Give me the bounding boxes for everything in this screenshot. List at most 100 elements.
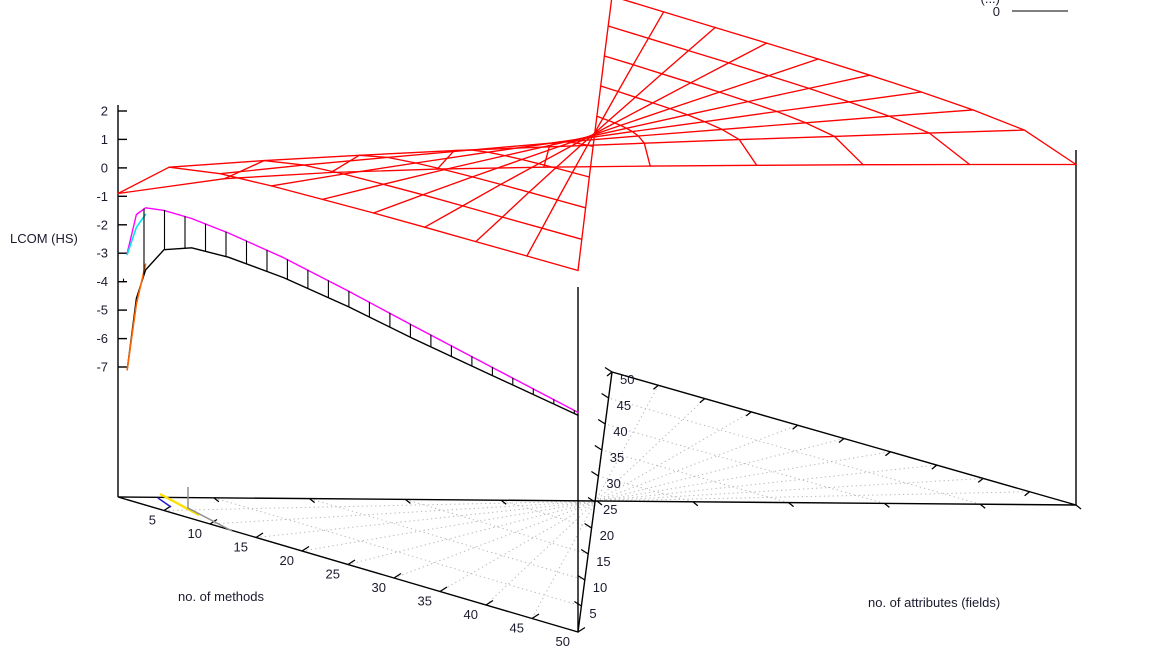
y-axis-back-tick-mark [1075, 504, 1082, 510]
x-axis-tick-label: 15 [234, 540, 248, 555]
y-axis-tick-mark [601, 392, 609, 399]
surface-mesh-line-v [168, 129, 1026, 168]
z-axis-tick-label: -2 [96, 217, 108, 232]
y-axis-back-tick-mark [692, 501, 699, 507]
z-axis-tick-marks [118, 110, 127, 368]
z-axis-title: LCOM (HS) [10, 231, 78, 246]
contour-gray-segment [187, 487, 233, 532]
y-axis-tick-label: 50 [620, 372, 634, 387]
y-axis-back-tick-mark [596, 500, 603, 506]
y-axis-back-tick-mark [500, 499, 507, 505]
y-axis-tick-label: 40 [613, 424, 627, 439]
x-axis-back-tick-mark [606, 371, 613, 377]
y-axis-back-tick-mark [883, 502, 890, 508]
z-axis-tick-label: 1 [101, 132, 108, 147]
x-axis-tick-mark [347, 559, 356, 566]
y-axis-tick-label: 5 [589, 606, 596, 621]
x-axis-tick-label: 5 [149, 513, 156, 528]
y-axis-tick-mark [597, 418, 606, 425]
y-axis-back-tick-mark [979, 503, 986, 509]
legend-clipped-title: (...) [981, 0, 1001, 6]
legend: (...) 0 [981, 0, 1068, 19]
x-axis-tick-label: 45 [510, 621, 524, 636]
x-axis-tick-label: 40 [464, 607, 478, 622]
base-grid-line-v [598, 475, 693, 503]
surface-mesh-line-u [223, 159, 583, 240]
z-axis-tick-label: -3 [96, 246, 108, 261]
x-axis-back-tick-mark [792, 424, 799, 430]
surface-mesh-red [117, 0, 1077, 272]
z-axis-tick-label: 0 [101, 160, 108, 175]
ridge-curve-ff6600 [126, 263, 147, 371]
x-axis-back-tick-mark [1024, 491, 1031, 497]
x-axis-title: no. of methods [178, 589, 264, 604]
z-axis-tick-labels: 2 1 0 -1 -2 -3 -4 -5 -6 -7 [96, 104, 108, 375]
lower-ridge-curves [122, 207, 579, 416]
surface-mesh-line-v [577, 0, 613, 272]
y-axis-tick-label: 30 [606, 476, 620, 491]
surface-mesh-line-v [117, 163, 1077, 195]
y-axis-back-tick-mark [788, 502, 795, 508]
legend-entry-label: 0 [993, 4, 1000, 19]
x-axis-tick-mark [485, 599, 494, 606]
y-axis-tick-label: 25 [603, 502, 617, 517]
y-axis-tick-labels: 5 10 15 20 25 30 35 40 45 50 [589, 372, 634, 621]
x-axis-back-tick-mark [931, 464, 938, 470]
y-axis-tick-mark [587, 496, 596, 503]
y-axis-tick-mark [584, 522, 592, 529]
contour-blue-segment [157, 497, 172, 508]
x-axis-tick-label: 30 [372, 580, 386, 595]
x-axis-tick-label: 50 [556, 634, 570, 649]
x-axis-back-tick-mark [884, 451, 891, 457]
y-axis-tick-mark [594, 444, 603, 451]
z-axis-tick-label: -5 [96, 303, 108, 318]
x-axis-tick-mark [577, 626, 586, 633]
y-axis-tick-label: 10 [593, 580, 607, 595]
surface-mesh-line-v [219, 109, 974, 175]
x-axis-tick-mark [531, 613, 540, 620]
x-axis-tick-mark [393, 572, 402, 579]
surface-mesh-line-v [270, 91, 922, 187]
surface-mesh-line-u [622, 0, 1077, 166]
surface-mesh-line-u [607, 25, 971, 166]
base-grid-line-u [301, 451, 891, 552]
base-grid-line-v [601, 449, 789, 504]
surface-mesh-line-u [600, 85, 758, 166]
base-grid-line-u [439, 411, 752, 592]
y-axis-tick-mark [577, 574, 586, 581]
x-axis-tick-mark [439, 586, 448, 593]
y-axis-tick-mark [604, 366, 613, 373]
y-axis-back-tick-mark [309, 498, 316, 504]
x-axis-tick-label: 25 [326, 567, 340, 582]
ridge-curve-ff00ff [126, 207, 579, 414]
y-axis-tick-mark [580, 548, 589, 555]
base-grid-line-v [608, 397, 981, 505]
z-axis-tick-label: -7 [96, 360, 108, 375]
x-axis-tick-mark [301, 545, 310, 552]
x-axis-back-tick-mark [652, 384, 659, 390]
y-axis-tick-label: 20 [600, 528, 614, 543]
z-axis-tick-label: -4 [96, 274, 108, 289]
y-axis-back-tick-mark [213, 497, 220, 503]
contour-yellow-segment [159, 492, 200, 517]
x-axis-back-tick-mark [699, 398, 706, 404]
surface-mesh-line-u [603, 55, 864, 166]
y-axis-tick-label: 15 [596, 554, 610, 569]
y-axis-tick-mark [591, 470, 599, 477]
x-axis-tick-label: 35 [418, 594, 432, 609]
y-axis-back-tick-mark [404, 498, 411, 504]
surface-mesh-line-u [330, 154, 587, 209]
z-axis-tick-label: -6 [96, 331, 108, 346]
vertical-axis-pillars [117, 105, 1077, 632]
surface-mesh-line-v [372, 58, 819, 214]
ridge-curve-00e5ee [126, 213, 147, 256]
y-axis-title: no. of attributes (fields) [868, 595, 1000, 610]
x-axis-back-tick-mark [838, 437, 845, 444]
surface-mesh-line-u [596, 115, 651, 167]
y-axis-tick-label: 35 [610, 450, 624, 465]
x-axis-back-tick-mark [745, 411, 752, 417]
base-grid-line-v [405, 498, 589, 555]
z-axis-tick-label: -1 [96, 189, 108, 204]
